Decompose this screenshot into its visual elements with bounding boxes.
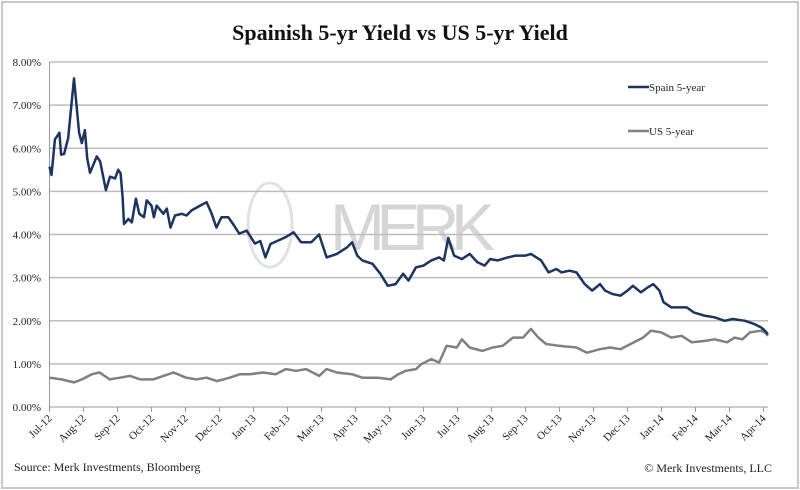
- y-tick-label: 8.00%: [13, 57, 41, 69]
- x-tick-label: Dec-12: [193, 413, 224, 444]
- x-tick-label: Sep-13: [500, 412, 531, 443]
- x-tick-label: Nov-13: [566, 412, 599, 445]
- copyright-note: © Merk Investments, LLC: [644, 461, 772, 475]
- x-tick-label: Oct-13: [535, 412, 565, 442]
- y-tick-label: 3.00%: [13, 273, 41, 285]
- x-tick-label: Mar-13: [295, 412, 327, 444]
- x-tick-label: Jun-13: [399, 412, 429, 442]
- x-tick-label: Sep-12: [92, 413, 123, 444]
- merk-watermark: MERK: [246, 181, 495, 269]
- watermark-text: MERK: [330, 190, 495, 264]
- series-line-spain-5-year: [48, 77, 769, 335]
- y-tick-label: 6.00%: [13, 143, 41, 155]
- x-tick-label: Aug-12: [56, 413, 88, 445]
- x-tick-label: Apr-14: [738, 412, 769, 443]
- x-tick-label: Mar-14: [703, 412, 735, 444]
- y-tick-label: 4.00%: [13, 230, 41, 242]
- y-tick-label: 1.00%: [13, 359, 41, 371]
- y-tick-label: 5.00%: [13, 186, 41, 198]
- x-tick-label: Dec-13: [601, 412, 633, 444]
- y-tick-label: 0.00%: [13, 402, 41, 414]
- x-tick-label: Aug-13: [464, 412, 497, 445]
- x-tick-label: Jan-14: [637, 412, 667, 442]
- chart-title: Spainish 5-yr Yield vs US 5-yr Yield: [232, 20, 568, 45]
- series-line-us-5-year: [49, 327, 769, 384]
- x-tick-label: Jan-13: [229, 412, 259, 442]
- x-tick-label: Jul-12: [27, 413, 55, 441]
- x-tick-label: Oct-12: [127, 413, 157, 443]
- x-tick-label: Apr-13: [330, 412, 361, 443]
- x-tick-label: May-13: [362, 412, 395, 445]
- x-tick-label: Nov-12: [158, 413, 190, 445]
- x-tick-label: Jul-13: [435, 412, 463, 440]
- source-note: Source: Merk Investments, Bloomberg: [14, 460, 201, 474]
- legend-label: US 5-year: [649, 126, 694, 138]
- legend-label: Spain 5-year: [649, 82, 705, 94]
- y-tick-label: 7.00%: [13, 100, 41, 112]
- owl-logo-icon: [246, 181, 294, 269]
- x-tick-label: Feb-13: [262, 412, 293, 443]
- x-tick-label: Feb-14: [670, 412, 701, 443]
- y-tick-label: 2.00%: [13, 316, 41, 328]
